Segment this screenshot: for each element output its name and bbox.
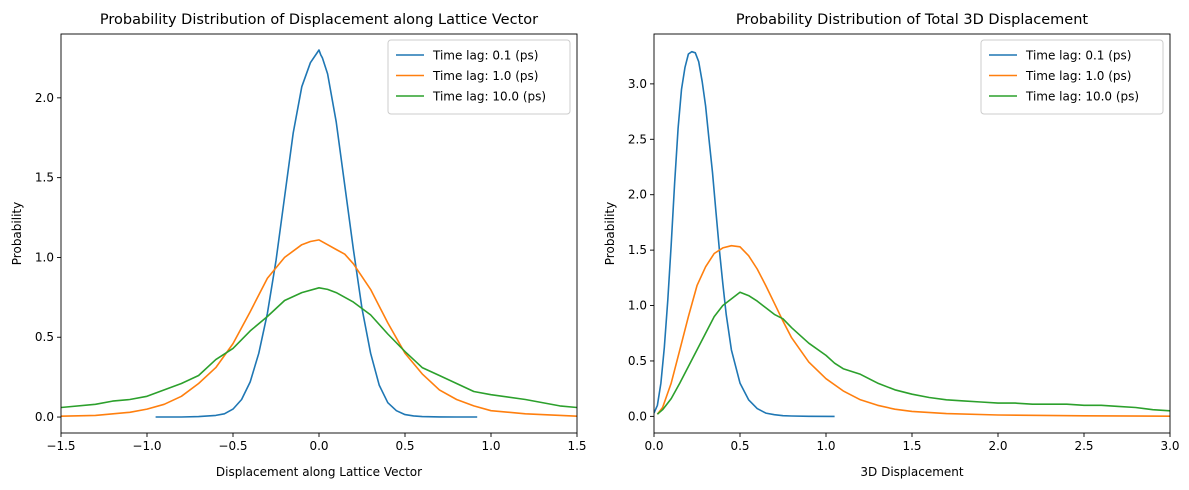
x-tick-label: 1.5 [567, 439, 586, 453]
plot-frame [653, 33, 1171, 434]
x-tick-label: 0.0 [644, 439, 663, 453]
y-tick-label: 2.0 [35, 91, 54, 105]
x-tick-label: 1.5 [902, 439, 921, 453]
y-tick-label: 1.0 [628, 299, 647, 313]
y-tick-label: 1.0 [35, 250, 54, 264]
series-line-0 [155, 49, 478, 418]
chart-panel-lattice: Probability Distribution of Displacement… [10, 12, 587, 479]
x-tick-label: −0.5 [218, 439, 247, 453]
chart-panel-3d: Probability Distribution of Total 3D Dis… [603, 12, 1180, 479]
x-tick-label: 3.0 [1160, 439, 1179, 453]
x-tick-label: 1.0 [816, 439, 835, 453]
x-tick-label: −1.0 [132, 439, 161, 453]
x-tick-label: 1.0 [481, 439, 500, 453]
x-tick-label: −1.5 [46, 439, 75, 453]
series-line-2 [61, 287, 577, 409]
chart-title: Probability Distribution of Displacement… [100, 12, 538, 28]
x-tick-label: 0.5 [730, 439, 749, 453]
y-tick-label: 0.5 [628, 354, 647, 368]
y-tick-label: 1.5 [35, 171, 54, 185]
legend-label-0: Time lag: 0.1 (ps) [432, 49, 538, 63]
y-tick-label: 1.5 [628, 243, 647, 257]
series-line-0 [654, 50, 835, 418]
plot-frame [60, 33, 578, 434]
y-tick-label: 2.5 [628, 132, 647, 146]
legend-label-2: Time lag: 10.0 (ps) [432, 90, 546, 104]
y-tick-label: 0.0 [35, 410, 54, 424]
legend-label-1: Time lag: 1.0 (ps) [1025, 69, 1131, 83]
series-line-1 [61, 239, 577, 417]
x-tick-label: 0.5 [395, 439, 414, 453]
x-tick-label: 0.0 [309, 439, 328, 453]
y-axis-label: Probability [603, 202, 617, 265]
legend-label-2: Time lag: 10.0 (ps) [1025, 90, 1139, 104]
y-tick-label: 3.0 [628, 77, 647, 91]
x-axis-label: 3D Displacement [860, 465, 963, 479]
x-axis-label: Displacement along Lattice Vector [216, 465, 422, 479]
chart-title: Probability Distribution of Total 3D Dis… [736, 12, 1089, 28]
y-axis-label: Probability [10, 202, 24, 265]
y-tick-label: 0.5 [35, 330, 54, 344]
legend-label-1: Time lag: 1.0 (ps) [432, 69, 538, 83]
series-line-2 [656, 291, 1170, 415]
y-tick-label: 2.0 [628, 188, 647, 202]
legend-label-0: Time lag: 0.1 (ps) [1025, 49, 1131, 63]
legend-box [980, 39, 1164, 115]
x-tick-label: 2.5 [1074, 439, 1093, 453]
series-line-1 [656, 244, 1170, 417]
y-tick-label: 0.0 [628, 409, 647, 423]
legend-box [387, 39, 571, 115]
x-tick-label: 2.0 [988, 439, 1007, 453]
